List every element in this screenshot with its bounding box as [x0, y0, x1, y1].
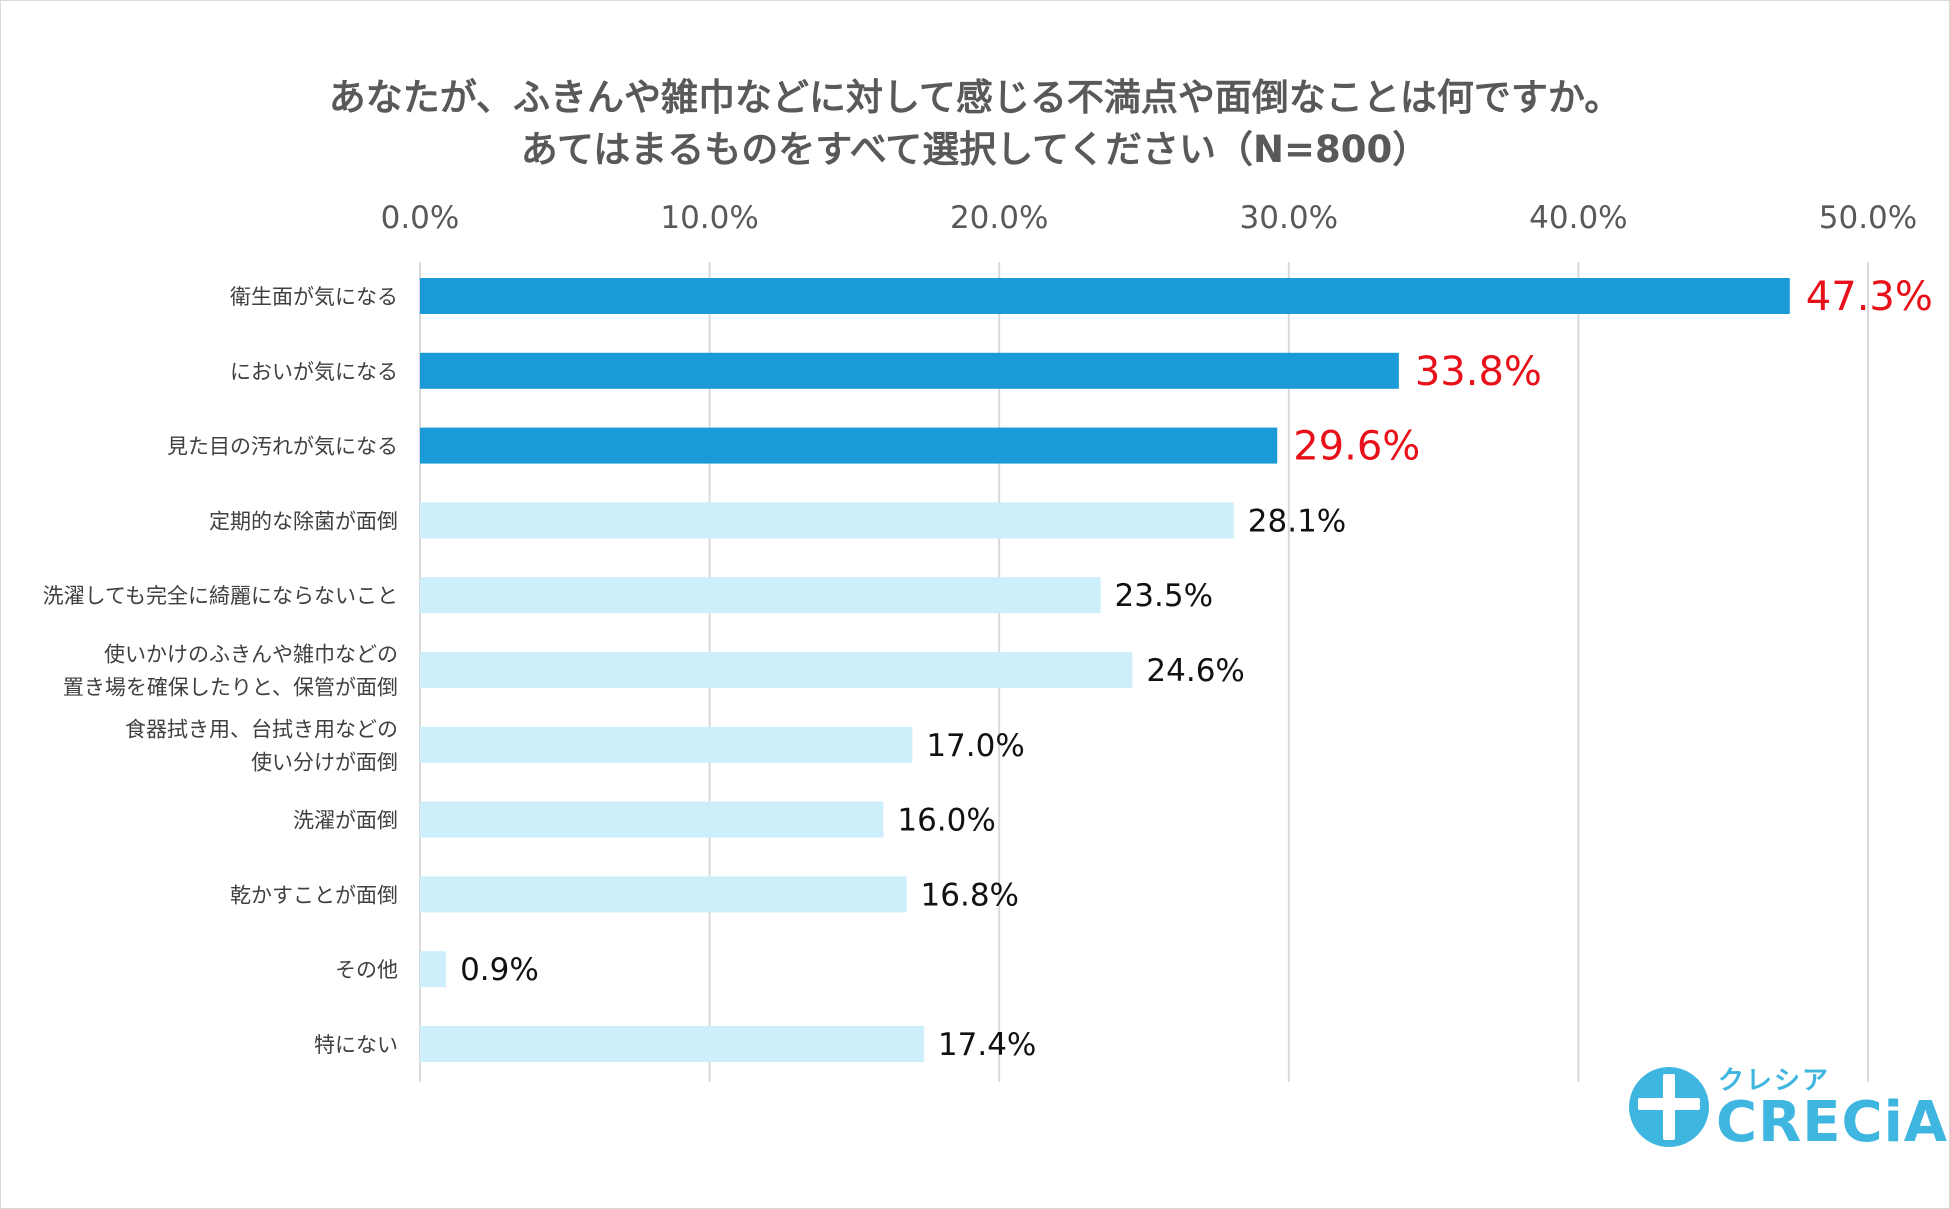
- bar: [420, 352, 1399, 389]
- value-label: 16.0%: [897, 803, 995, 839]
- x-tick-label: 30.0%: [1240, 200, 1338, 236]
- category-label: 洗濯が面倒: [293, 809, 398, 833]
- value-label: 23.5%: [1115, 578, 1213, 614]
- chart-title: あなたが、ふきんや雑巾などに対して感じる不満点や面倒なことは何ですか。あてはまる…: [329, 76, 1621, 171]
- crecia-cross-logo-icon: [1629, 1067, 1709, 1147]
- x-tick-label: 0.0%: [381, 200, 460, 236]
- chart-title-line: あてはまるものをすべて選択してください（N=800）: [521, 128, 1429, 171]
- category-label: 使い分けが面倒: [251, 750, 398, 774]
- category-label: 特にない: [314, 1033, 398, 1057]
- value-label: 47.3%: [1806, 274, 1933, 320]
- category-label: 使いかけのふきんや雑巾などの: [104, 643, 398, 667]
- logo-kana-text: クレシア: [1718, 1066, 1831, 1096]
- category-label: 乾かすことが面倒: [230, 883, 398, 907]
- category-label: 定期的な除菌が面倒: [209, 509, 398, 533]
- value-labels: 47.3% 33.8% 29.6% 28.1% 23.5% 24.6% 17.0% 16.0%…: [460, 274, 1933, 1063]
- bars: [420, 278, 1790, 1062]
- category-labels: 衛生面が気になるにおいが気になる見た目の汚れが気になる定期的な除菌が面倒洗濯して…: [43, 285, 398, 1057]
- value-label: 17.4%: [938, 1027, 1036, 1063]
- x-tick-label: 10.0%: [660, 200, 758, 236]
- category-label: 食器拭き用、台拭き用などの: [125, 717, 398, 741]
- value-label: 16.8%: [921, 877, 1019, 913]
- bar: [420, 652, 1133, 688]
- bar: [420, 726, 913, 763]
- crecia-logo: クレシア CRECiA: [1620, 1050, 1947, 1170]
- bar: [420, 577, 1101, 614]
- x-tick-label: 20.0%: [950, 200, 1048, 236]
- category-label: においが気になる: [230, 360, 398, 384]
- value-label: 0.9%: [460, 952, 539, 988]
- chart-title-line: あなたが、ふきんや雑巾などに対して感じる不満点や面倒なことは何ですか。: [329, 76, 1621, 119]
- category-label: その他: [335, 958, 398, 982]
- category-label: 洗濯しても完全に綺麗にならないこと: [43, 584, 398, 608]
- category-label: 置き場を確保したりと、保管が面倒: [63, 676, 398, 700]
- bar: [420, 1026, 924, 1062]
- bar: [420, 278, 1790, 314]
- x-tick-label: 40.0%: [1529, 200, 1627, 236]
- logo-wordmark: CRECiA: [1716, 1090, 1949, 1155]
- value-label: 28.1%: [1248, 503, 1346, 539]
- value-label: 29.6%: [1293, 424, 1420, 470]
- value-label: 24.6%: [1146, 653, 1244, 689]
- value-label: 33.8%: [1415, 349, 1542, 395]
- bar: [420, 502, 1234, 539]
- bar: [420, 876, 907, 913]
- bar: [420, 427, 1278, 464]
- x-tick-label: 50.0%: [1819, 200, 1917, 236]
- value-label: 17.0%: [926, 728, 1024, 764]
- bar: [420, 801, 884, 838]
- x-axis-tick-labels: 0.0% 10.0% 20.0% 30.0% 40.0% 50.0%: [381, 200, 1918, 236]
- category-label: 衛生面が気になる: [230, 285, 398, 309]
- grid-lines: [419, 262, 1869, 1082]
- category-label: 見た目の汚れが気になる: [167, 435, 398, 459]
- bar: [420, 951, 447, 988]
